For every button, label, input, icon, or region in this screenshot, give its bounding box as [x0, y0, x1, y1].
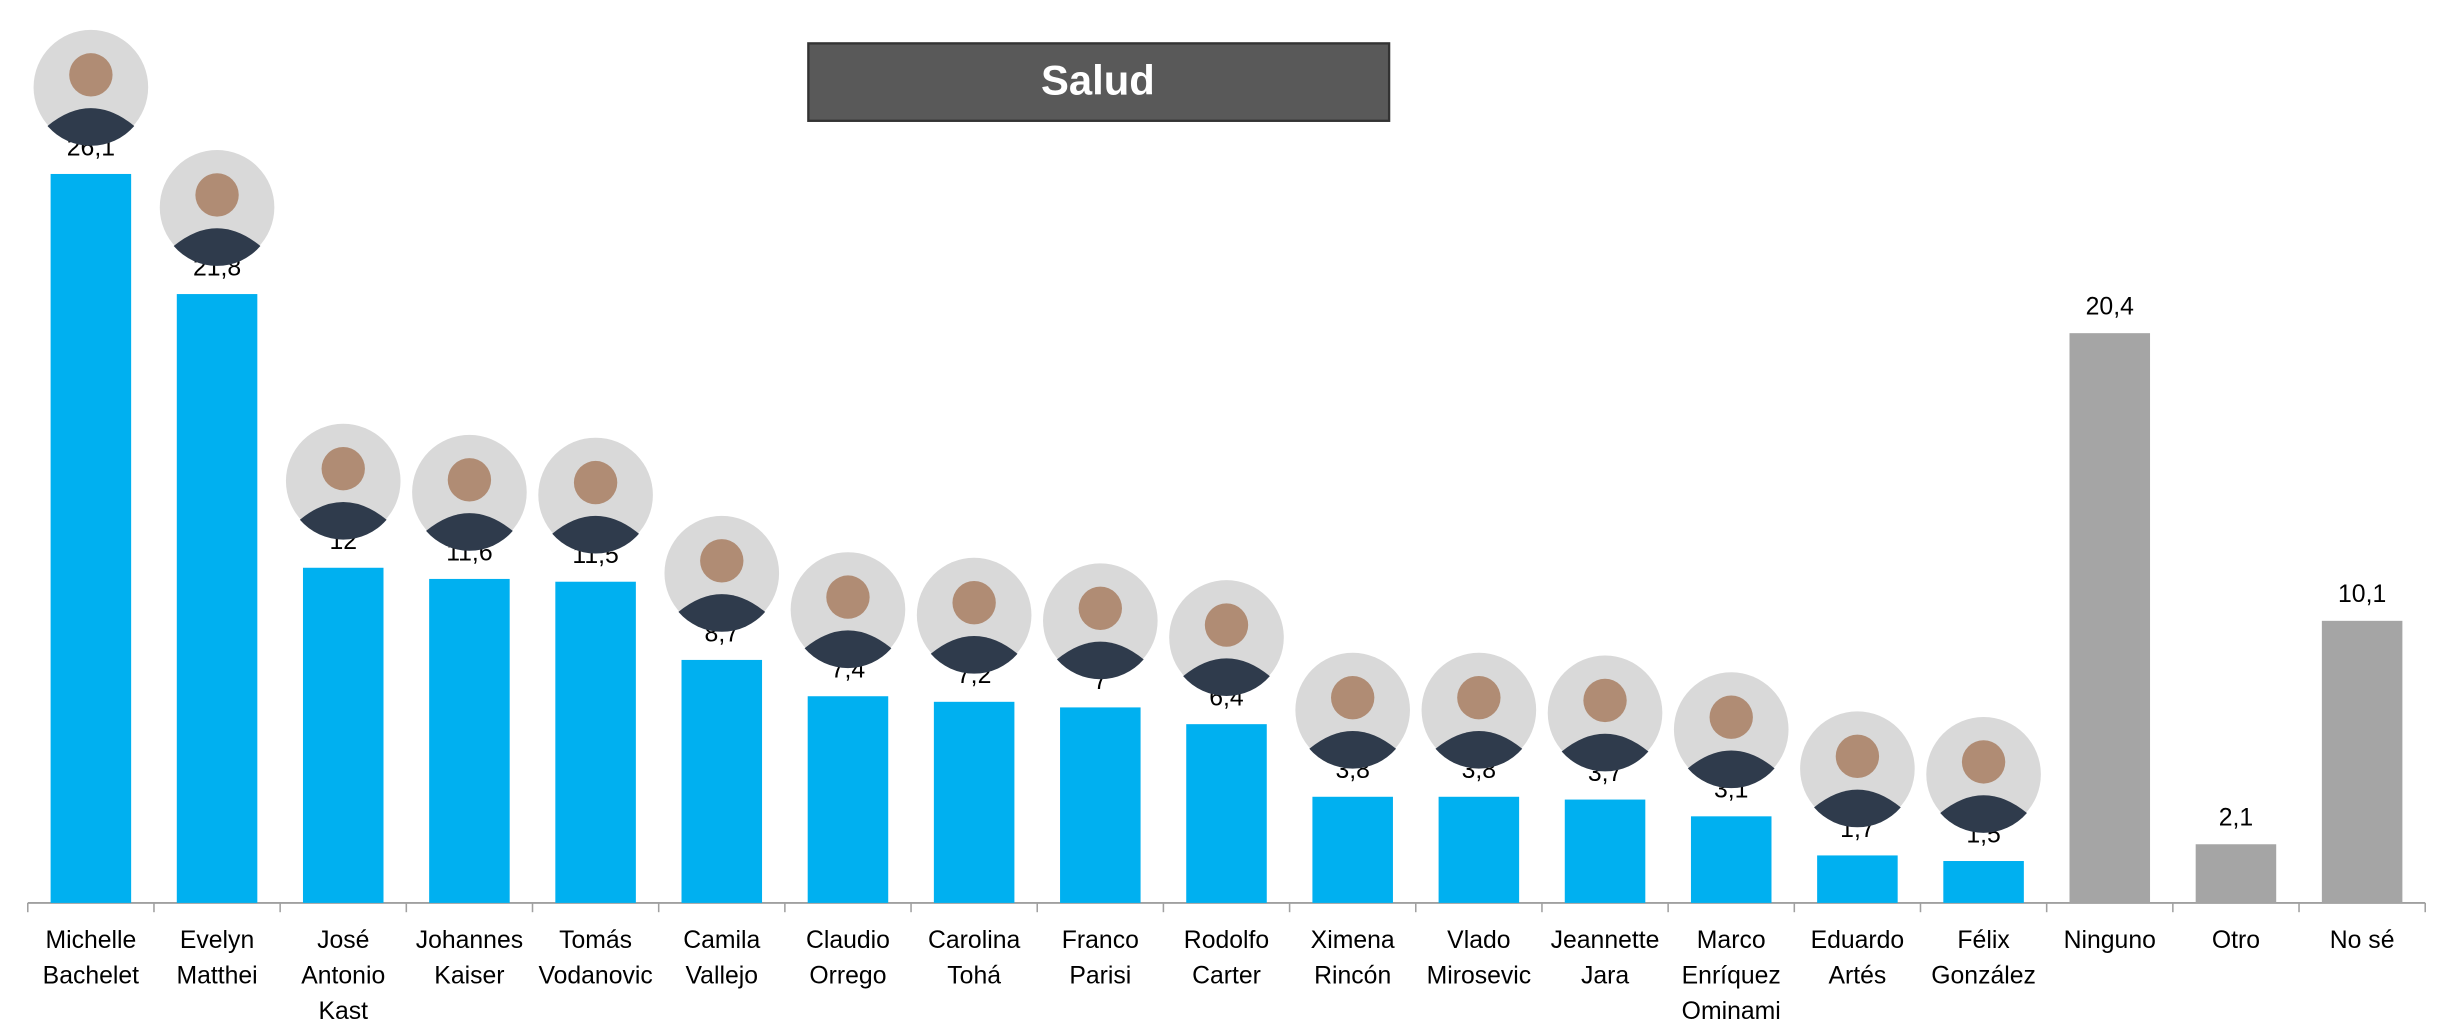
photo-body — [1309, 730, 1397, 769]
photo-body — [678, 594, 766, 632]
bar — [50, 173, 132, 903]
photo-head — [826, 575, 870, 619]
photo-head — [195, 173, 239, 217]
value-label: 10,1 — [2338, 581, 2386, 608]
candidate-photo — [1547, 655, 1663, 772]
photo-head — [69, 53, 113, 97]
photo-body — [426, 513, 513, 551]
candidate-photo — [1421, 652, 1537, 769]
bar — [2195, 844, 2277, 903]
candidate-photo — [664, 515, 780, 632]
chart-title: Salud — [1041, 57, 1155, 104]
photo-body — [1183, 658, 1270, 696]
candidate-photo — [1926, 716, 2041, 833]
x-tick-label: Johannes Kaiser — [416, 927, 523, 990]
photo-head — [1204, 603, 1249, 647]
x-tick-label: Ximena Rincón — [1311, 927, 1395, 990]
x-tick-label: Tomás Vodanovic — [538, 927, 652, 990]
bar — [933, 701, 1015, 903]
candidate-photo — [1800, 711, 1915, 828]
bar — [1564, 799, 1646, 903]
bar — [1943, 861, 2024, 903]
bar — [1817, 855, 1898, 903]
photo-body — [930, 635, 1018, 674]
candidate-photo — [412, 434, 527, 551]
bar — [1312, 796, 1393, 903]
x-tick-label: Camila Vallejo — [683, 927, 760, 990]
photo-body — [1940, 795, 2027, 833]
photo-head — [1835, 734, 1880, 778]
photo-head — [1457, 675, 1501, 720]
x-tick-label: Ninguno — [2064, 927, 2156, 954]
photo-body — [1687, 750, 1775, 789]
photo-body — [173, 228, 261, 266]
candidate-photo — [285, 423, 401, 540]
x-tick-label: Carolina Tohá — [928, 927, 1020, 990]
bar — [1186, 724, 1267, 903]
photo-head — [1709, 695, 1753, 739]
x-tick-label: Félix González — [1931, 927, 2036, 990]
photo-head — [447, 458, 492, 502]
bar — [555, 581, 636, 903]
bar — [176, 294, 258, 903]
x-tick-label: Michelle Bachelet — [43, 927, 139, 990]
photo-body — [299, 501, 387, 540]
candidate-photo — [1673, 672, 1789, 789]
bar — [807, 696, 889, 903]
photo-body — [1056, 641, 1144, 680]
photo-body — [1435, 730, 1523, 769]
photo-body — [47, 108, 135, 146]
value-label: 2,1 — [2219, 805, 2253, 832]
candidate-photo — [1295, 652, 1410, 769]
photo-body — [1561, 733, 1649, 772]
candidate-photo — [1169, 580, 1284, 696]
bar — [2321, 620, 2403, 903]
candidate-photo — [538, 437, 653, 554]
photo-head — [952, 581, 996, 625]
candidate-photo — [33, 29, 149, 146]
bar — [681, 659, 763, 903]
bar — [302, 567, 384, 903]
x-tick-label: Claudio Orrego — [806, 927, 890, 990]
x-tick-label: Eduardo Artés — [1811, 927, 1905, 990]
candidate-photo — [916, 557, 1032, 674]
x-tick-label: Marco Enríquez Ominami — [1682, 927, 1781, 1025]
x-tick-label: Franco Parisi — [1062, 927, 1139, 990]
bar — [1060, 707, 1141, 903]
x-tick-label: Vlado Mirosevic — [1427, 927, 1532, 990]
x-tick-label: Evelyn Matthei — [176, 927, 257, 990]
title-box — [807, 42, 1391, 122]
x-tick-label: No sé — [2330, 927, 2395, 954]
photo-head — [1961, 740, 2006, 784]
photo-body — [1814, 789, 1901, 828]
photo-head — [1583, 678, 1627, 723]
candidate-photo — [1043, 563, 1158, 680]
x-tick-label: Rodolfo Carter — [1184, 927, 1269, 990]
candidate-photo — [790, 552, 906, 669]
candidate-photo — [159, 150, 275, 266]
bar — [1690, 816, 1772, 903]
photo-head — [1078, 586, 1123, 630]
value-label: 20,4 — [2086, 294, 2134, 321]
photo-head — [1330, 675, 1375, 720]
bar — [429, 578, 510, 903]
x-tick-label: José Antonio Kast — [301, 927, 385, 1025]
x-tick-label: Jeannette Jara — [1551, 927, 1660, 990]
photo-head — [700, 539, 744, 583]
photo-body — [552, 515, 639, 554]
x-tick-label: Otro — [2212, 927, 2260, 954]
photo-head — [573, 460, 618, 505]
photo-body — [804, 630, 892, 669]
bar — [1438, 796, 1520, 903]
bar — [2069, 333, 2151, 903]
photo-head — [321, 446, 365, 491]
